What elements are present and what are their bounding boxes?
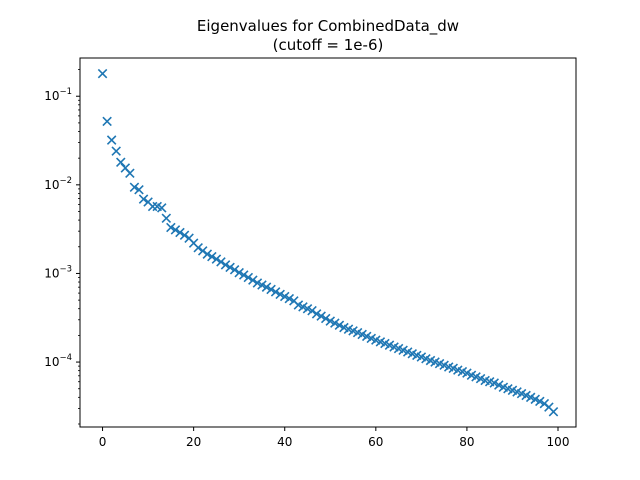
data-point <box>102 116 112 127</box>
data-point <box>129 182 140 192</box>
data-points <box>97 68 559 417</box>
data-point <box>535 396 545 407</box>
data-point <box>97 68 108 79</box>
data-point <box>320 313 331 324</box>
data-point <box>216 257 226 267</box>
y-tick-label: 10−2 <box>44 176 72 192</box>
data-point <box>266 284 276 295</box>
x-tick-label: 60 <box>368 435 383 449</box>
data-point <box>147 201 158 212</box>
x-tick-label: 40 <box>277 435 292 449</box>
data-point <box>248 275 258 285</box>
data-point <box>243 272 254 283</box>
data-point <box>334 320 345 331</box>
data-point <box>193 242 203 253</box>
x-tick-label: 100 <box>547 435 570 449</box>
data-point <box>211 254 222 264</box>
data-point <box>170 225 181 235</box>
y-tick-label: 10−1 <box>44 87 72 103</box>
x-tick-label: 0 <box>99 435 107 449</box>
data-point <box>156 203 167 213</box>
data-point <box>284 293 295 304</box>
chart-subtitle: (cutoff = 1e-6) <box>273 36 384 54</box>
x-axis: 0 20 40 60 80 100 <box>99 427 570 449</box>
data-point <box>166 222 176 233</box>
data-point <box>548 406 559 417</box>
data-point <box>202 249 213 259</box>
data-point <box>225 262 235 273</box>
data-point <box>115 157 126 167</box>
data-point <box>270 287 281 297</box>
data-point <box>125 168 135 179</box>
data-point <box>134 184 144 195</box>
data-point <box>261 282 272 292</box>
x-tick-label: 20 <box>186 435 201 449</box>
data-point <box>220 260 231 270</box>
x-tick-label: 80 <box>459 435 474 449</box>
y-tick-label: 10−3 <box>44 264 72 280</box>
chart-title: Eigenvalues for CombinedData_dw <box>197 17 459 36</box>
data-point <box>138 194 149 204</box>
data-point <box>316 311 326 321</box>
data-point <box>106 135 117 145</box>
data-point <box>111 146 121 156</box>
data-point <box>175 227 185 238</box>
data-point <box>161 213 172 223</box>
data-point <box>179 230 190 240</box>
y-tick-label: 10−4 <box>44 353 72 369</box>
data-point <box>234 267 244 278</box>
data-point <box>229 265 240 275</box>
data-point <box>197 246 208 256</box>
data-point <box>307 305 317 316</box>
data-point <box>207 251 217 262</box>
plot-frame <box>79 57 577 428</box>
y-axis: 10−1 10−2 10−3 10−4 <box>44 69 80 425</box>
data-point <box>238 270 249 280</box>
data-point <box>311 309 322 319</box>
